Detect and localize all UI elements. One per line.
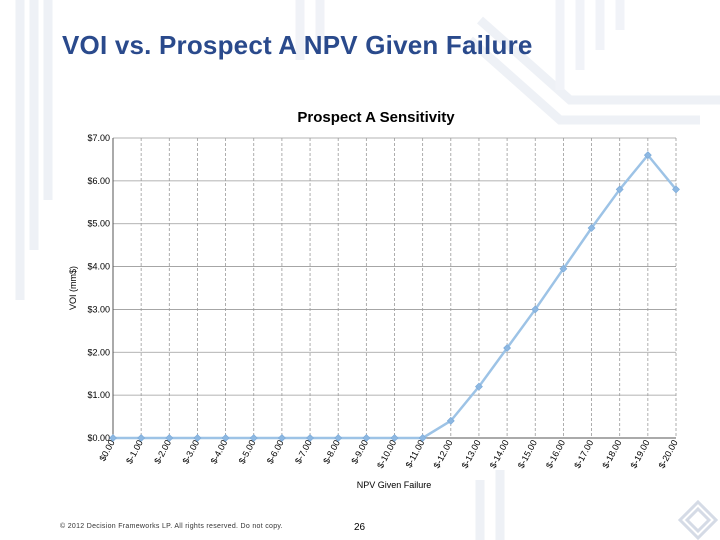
y-tick-label: $5.00 [87, 219, 110, 229]
x-tick-label: $-5.00 [237, 438, 258, 465]
x-tick-label: $-1.00 [124, 438, 145, 465]
y-tick-label: $3.00 [87, 304, 110, 314]
data-point [672, 185, 680, 194]
x-tick-label: $-16.00 [544, 438, 567, 470]
data-point [446, 416, 455, 425]
data-point [559, 264, 568, 273]
x-tick-label: $-11.00 [404, 438, 427, 469]
page-number: 26 [354, 522, 366, 533]
chart-series [109, 151, 680, 442]
y-tick-label: $1.00 [87, 390, 110, 400]
data-point [615, 185, 624, 194]
x-tick-label: $-14.00 [488, 438, 511, 470]
data-point [531, 305, 540, 314]
data-point [418, 434, 427, 442]
data-point [306, 434, 314, 442]
data-point [503, 344, 512, 352]
data-point [362, 434, 371, 442]
y-tick-label: $4.00 [87, 262, 110, 272]
y-tick-label: $2.00 [87, 347, 110, 357]
data-point [587, 224, 596, 232]
y-axis-ticks: $0.00 $1.00 $2.00 $3.00 $4.00 $5.00 $6.00 $7.00 [87, 133, 110, 443]
x-tick-label: $-20.00 [657, 438, 680, 470]
x-tick-label: $-10.00 [375, 438, 398, 470]
footer-copyright: © 2012 Decision Frameworks LP. All right… [60, 523, 283, 530]
data-point [193, 434, 202, 442]
slide-title: VOI vs. Prospect A NPV Given Failure [62, 30, 533, 60]
x-tick-label: $-7.00 [293, 438, 314, 465]
data-point [334, 434, 343, 442]
data-point [249, 434, 258, 442]
x-tick-label: $-8.00 [321, 438, 342, 465]
x-axis-ticks: $0.00 $-1.00 $-2.00 $-3.00 $-4.00 $-5.00 $-6.0… [97, 438, 679, 470]
y-tick-label: $6.00 [87, 176, 110, 186]
x-tick-label: $-13.00 [460, 438, 483, 470]
x-tick-label: $-18.00 [600, 438, 623, 470]
data-point [221, 434, 230, 442]
x-tick-label: $-17.00 [572, 438, 595, 470]
x-tick-label: $-15.00 [516, 438, 539, 470]
corner-logo-icon [677, 499, 719, 540]
x-tick-label: $-19.00 [628, 438, 651, 470]
data-point [165, 434, 174, 442]
data-point [277, 434, 286, 442]
x-tick-label: $-6.00 [265, 438, 286, 465]
x-tick-label: $-12.00 [431, 438, 454, 470]
chart-gridlines [113, 137, 677, 439]
x-tick-label: $-4.00 [209, 438, 230, 465]
data-point [643, 151, 652, 160]
x-axis-label: NPV Given Failure [357, 480, 432, 490]
data-point [475, 382, 483, 391]
x-tick-label: $-3.00 [180, 438, 201, 465]
data-point [137, 434, 146, 442]
y-axis-label: VOI (mm$) [68, 266, 78, 310]
data-point [109, 434, 117, 442]
x-tick-label: $-2.00 [152, 438, 173, 465]
x-tick-label: $-9.00 [349, 438, 370, 465]
data-point [390, 434, 399, 442]
y-tick-label: $0.00 [87, 433, 110, 443]
y-tick-label: $7.00 [87, 133, 110, 143]
chart-title: Prospect A Sensitivity [297, 109, 455, 126]
